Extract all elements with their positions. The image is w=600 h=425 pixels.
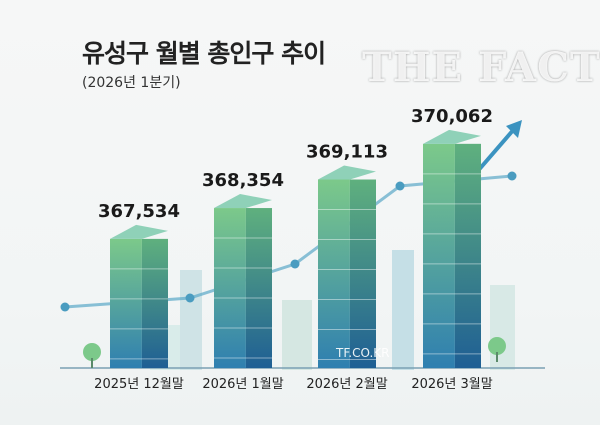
bar-top xyxy=(110,224,168,239)
bar-top xyxy=(318,165,376,180)
trend-point xyxy=(185,293,195,303)
bar xyxy=(318,179,350,368)
tree-icon xyxy=(488,337,506,355)
chart-subtitle: (2026년 1분기) xyxy=(82,75,181,91)
value-label: 367,534 xyxy=(98,201,180,222)
tree-trunk xyxy=(91,358,93,368)
bar-top xyxy=(423,129,481,144)
trend-point xyxy=(507,171,517,181)
watermark-logo: THE FACT xyxy=(362,44,600,91)
bar-side xyxy=(141,238,168,368)
trend-point xyxy=(395,181,405,191)
bar-side xyxy=(245,208,272,368)
bar xyxy=(214,208,246,368)
value-label: 370,062 xyxy=(411,106,493,127)
watermark-site: TF.CO.KR xyxy=(336,346,390,360)
value-label: 369,113 xyxy=(306,142,388,163)
bar xyxy=(423,143,455,368)
trend-point xyxy=(290,259,300,269)
x-tick-label: 2025년 12월말 xyxy=(94,377,184,392)
bar xyxy=(110,238,142,368)
x-tick-label: 2026년 2월말 xyxy=(306,377,387,392)
bar-top xyxy=(214,194,272,209)
bar-side xyxy=(349,179,376,368)
bar-side xyxy=(454,143,481,368)
trend-point xyxy=(60,302,70,312)
tree-icon xyxy=(83,343,101,361)
chart-title: 유성구 월별 총인구 추이 xyxy=(82,39,326,68)
x-tick-label: 2026년 1월말 xyxy=(202,377,283,392)
x-tick-label: 2026년 3월말 xyxy=(411,377,492,392)
arrow-head-icon xyxy=(506,120,522,138)
tree-trunk xyxy=(496,352,498,362)
value-label: 368,354 xyxy=(202,170,284,191)
